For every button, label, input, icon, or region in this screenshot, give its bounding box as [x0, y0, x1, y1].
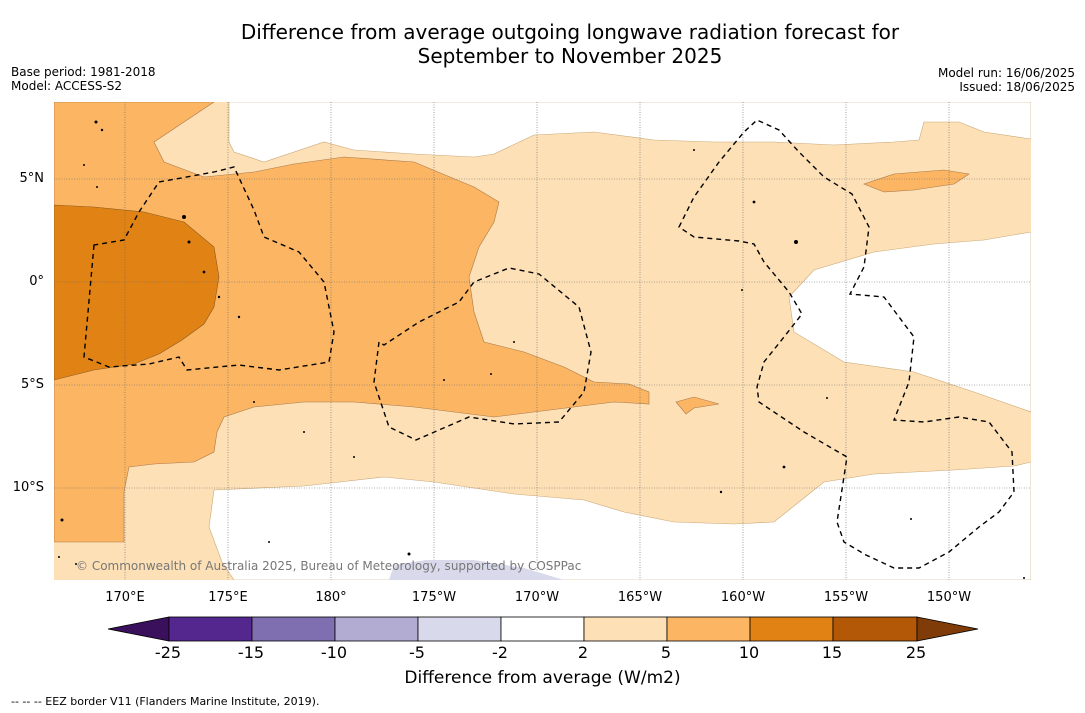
colorbar-bin	[666, 616, 751, 642]
near-average-region-south	[208, 461, 1031, 580]
anomaly-5-10-band	[54, 102, 650, 543]
colorbar-tick: 5	[660, 643, 672, 662]
issued-date: Issued: 18/06/2025	[959, 80, 1075, 94]
model-run: Model run: 16/06/2025	[937, 66, 1075, 80]
colorbar-bin	[583, 616, 668, 642]
anomaly-5-10-patch-central	[675, 396, 720, 415]
colorbar-bin	[500, 616, 585, 642]
colorbar-tick: -10	[320, 643, 348, 662]
colorbar-tick: 25	[905, 643, 927, 662]
y-tick: 0°	[29, 274, 44, 289]
anomaly-map	[54, 102, 1031, 580]
eez-borders	[83, 119, 1015, 569]
colorbar-label: Difference from average (W/m2)	[404, 668, 681, 688]
copyright-note: © Commonwealth of Australia 2025, Bureau…	[76, 559, 582, 573]
chart-title: Difference from average outgoing longwav…	[140, 20, 1000, 68]
colorbar-bin	[168, 616, 253, 642]
x-tick: 165°W	[617, 590, 663, 605]
colorbar-tick: -15	[237, 643, 265, 662]
anomaly-10-15-region	[54, 204, 220, 381]
x-tick: 170°E	[105, 590, 145, 605]
eez-legend-note: -- -- -- EEZ border V11 (Flanders Marine…	[11, 695, 320, 708]
colorbar-bin	[832, 616, 918, 642]
x-tick: 180°	[315, 590, 347, 605]
colorbar-tick: 2	[577, 643, 589, 662]
colorbar-low-extension	[107, 616, 170, 642]
x-tick: 175°W	[411, 590, 457, 605]
title-line-2: September to November 2025	[417, 44, 723, 68]
x-tick: 170°W	[514, 590, 560, 605]
near-average-region-east	[788, 231, 1031, 413]
near-average-region-north	[228, 102, 1031, 163]
colorbar-bin	[251, 616, 336, 642]
x-tick: 175°E	[208, 590, 248, 605]
colorbar-tick: 15	[821, 643, 843, 662]
longitude-gridlines	[124, 102, 950, 580]
x-tick: 155°W	[823, 590, 869, 605]
colorbar-tick: -2	[492, 643, 508, 662]
colorbar-bin	[334, 616, 419, 642]
colorbar	[107, 616, 979, 642]
base-info: Base period: 1981-2018 Model: ACCESS-S2	[11, 65, 156, 93]
x-tick: 160°W	[720, 590, 766, 605]
colorbar-bin	[417, 616, 502, 642]
base-period: Base period: 1981-2018	[11, 65, 156, 79]
model-name: Model: ACCESS-S2	[11, 79, 123, 93]
colorbar-high-extension	[916, 616, 979, 642]
anomaly-neg2-neg5-patch	[389, 560, 564, 580]
colorbar-tick: -25	[154, 643, 182, 662]
latitude-gridlines	[54, 178, 1031, 489]
y-tick: 10°S	[12, 480, 44, 495]
x-tick: 150°W	[926, 590, 972, 605]
title-line-1: Difference from average outgoing longwav…	[240, 20, 900, 44]
islands	[58, 120, 1025, 579]
colorbar-tick: 10	[738, 643, 760, 662]
y-tick: 5°S	[20, 377, 44, 392]
y-tick: 5°N	[19, 171, 45, 186]
run-info: Model run: 16/06/2025 Issued: 18/06/2025	[938, 66, 1075, 94]
colorbar-bin	[749, 616, 834, 642]
colorbar-tick: -5	[409, 643, 425, 662]
